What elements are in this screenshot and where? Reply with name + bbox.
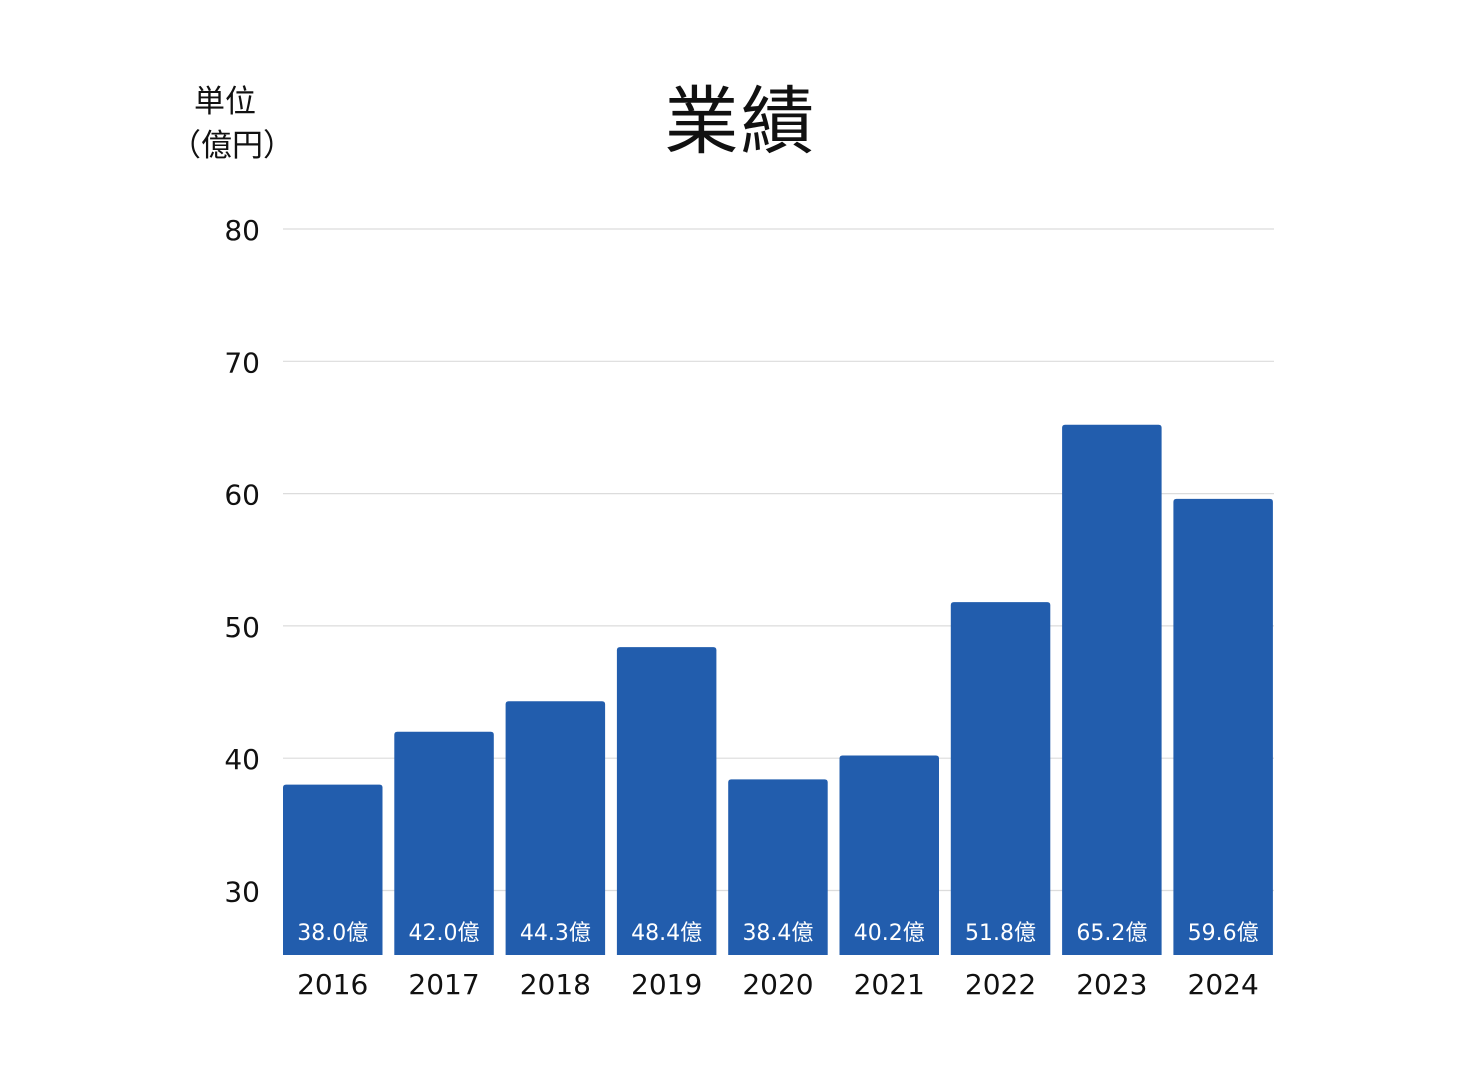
data-label-2021: 40.2億 xyxy=(854,921,925,946)
data-label-2018: 44.3億 xyxy=(520,921,591,946)
bar-2022 xyxy=(950,602,1051,955)
x-tick-label-2020: 2020 xyxy=(742,968,813,1001)
data-label-2016: 38.0億 xyxy=(297,921,368,946)
x-tick-label-2016: 2016 xyxy=(297,968,368,1001)
y-tick-label-30: 30 xyxy=(224,876,260,909)
x-tick-label-2018: 2018 xyxy=(520,968,591,1001)
x-tick-label-2019: 2019 xyxy=(631,968,702,1001)
data-label-2023: 65.2億 xyxy=(1076,921,1147,946)
x-tick-label-2022: 2022 xyxy=(965,968,1036,1001)
x-tick-label-2023: 2023 xyxy=(1076,968,1147,1001)
data-label-2019: 48.4億 xyxy=(631,921,702,946)
bar-2017 xyxy=(394,731,494,955)
bar-2020 xyxy=(728,779,828,955)
y-tick-label-50: 50 xyxy=(224,611,260,644)
unit-label-line-1: 単位 xyxy=(194,84,256,120)
data-label-2020: 38.4億 xyxy=(742,921,813,946)
data-label-2024: 59.6億 xyxy=(1188,921,1259,946)
bar-2024 xyxy=(1173,498,1273,955)
unit-label: 単位 （億円） xyxy=(170,80,294,168)
data-label-2022: 51.8億 xyxy=(965,921,1036,946)
y-tick-label-40: 40 xyxy=(224,743,260,776)
bar-2019 xyxy=(616,647,717,955)
chart-title: 業績 xyxy=(664,79,817,165)
data-label-2017: 42.0億 xyxy=(409,921,480,946)
x-tick-label-2017: 2017 xyxy=(408,968,479,1001)
x-tick-label-2024: 2024 xyxy=(1188,968,1259,1001)
y-tick-label-70: 70 xyxy=(224,346,260,379)
unit-label-line-2: （億円） xyxy=(170,128,294,164)
bar-2023 xyxy=(1062,424,1162,956)
bar-2016 xyxy=(283,784,383,955)
x-tick-label-2021: 2021 xyxy=(854,968,925,1001)
bar-2021 xyxy=(839,755,939,955)
y-tick-label-60: 60 xyxy=(224,479,260,512)
y-tick-label-80: 80 xyxy=(224,214,260,247)
bar-2018 xyxy=(505,701,606,955)
